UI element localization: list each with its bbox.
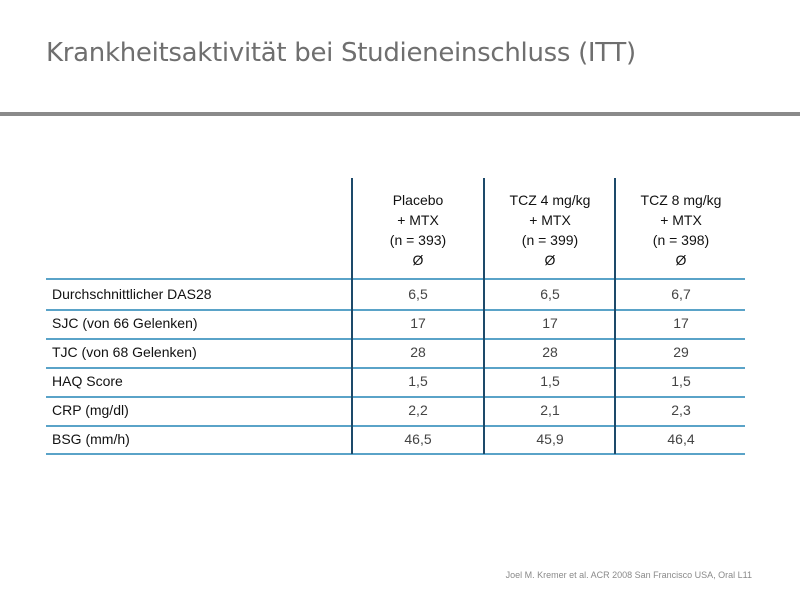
row-divider [46,309,745,311]
table-cell: 17 [542,315,558,331]
row-label: CRP (mg/dl) [52,402,129,418]
column-header-line: TCZ 4 mg/kg [509,192,591,208]
column-header-line: + MTX [529,212,571,228]
table-cell: 6,5 [540,286,560,302]
table-cell: 6,7 [671,286,691,302]
table-row: SJC (von 66 Gelenken) 17 17 17 [46,309,745,338]
table-cell: 17 [410,315,426,331]
row-label: HAQ Score [52,373,123,389]
column-header-line: Ø [675,252,687,268]
table-cell: 17 [673,315,689,331]
column-divider [351,178,353,454]
row-divider [46,278,745,280]
row-label: SJC (von 66 Gelenken) [52,315,198,331]
table-cell: 6,5 [408,286,428,302]
table-cell: 2,2 [408,402,428,418]
column-header-placebo: Placebo + MTX (n = 393) Ø [353,190,483,270]
table-cell: 46,4 [667,431,695,447]
column-header-line: (n = 399) [521,232,579,248]
row-divider [46,425,745,427]
row-divider [46,338,745,340]
table-cell: 29 [673,344,689,360]
row-label: BSG (mm/h) [52,431,130,447]
table-cell: 45,9 [536,431,564,447]
column-header-line: TCZ 8 mg/kg [640,192,722,208]
column-header-line: Ø [412,252,424,268]
table-row: Durchschnittlicher DAS28 6,5 6,5 6,7 [46,280,745,309]
table-cell: 1,5 [408,373,428,389]
table-row: CRP (mg/dl) 2,2 2,1 2,3 [46,396,745,425]
column-header-line: Ø [544,252,556,268]
table-cell: 46,5 [404,431,432,447]
table-row: TJC (von 68 Gelenken) 28 28 29 [46,338,745,367]
table-cell: 1,5 [671,373,691,389]
column-divider [614,178,616,454]
table-cell: 1,5 [540,373,560,389]
column-header-line: (n = 393) [389,232,447,248]
row-label: TJC (von 68 Gelenken) [52,344,197,360]
title-divider [0,112,800,116]
column-divider [483,178,485,454]
table-cell: 28 [410,344,426,360]
table-cell: 2,3 [671,402,691,418]
column-header-tcz4: TCZ 4 mg/kg + MTX (n = 399) Ø [485,190,615,270]
column-header-line: (n = 398) [652,232,710,248]
table-cell: 28 [542,344,558,360]
table-row: HAQ Score 1,5 1,5 1,5 [46,367,745,396]
row-divider [46,367,745,369]
column-header-line: + MTX [397,212,439,228]
table-row: BSG (mm/h) 46,5 45,9 46,4 [46,425,745,454]
source-footnote: Joel M. Kremer et al. ACR 2008 San Franc… [505,570,752,580]
column-header-tcz8: TCZ 8 mg/kg + MTX (n = 398) Ø [616,190,746,270]
row-label: Durchschnittlicher DAS28 [52,286,212,302]
column-header-line: + MTX [660,212,702,228]
table-header: Placebo + MTX (n = 393) Ø TCZ 4 mg/kg + … [46,178,745,278]
row-divider [46,453,745,455]
column-header-line: Placebo [392,192,444,208]
slide-title: Krankheitsaktivität bei Studieneinschlus… [46,38,636,68]
row-divider [46,396,745,398]
table-cell: 2,1 [540,402,560,418]
